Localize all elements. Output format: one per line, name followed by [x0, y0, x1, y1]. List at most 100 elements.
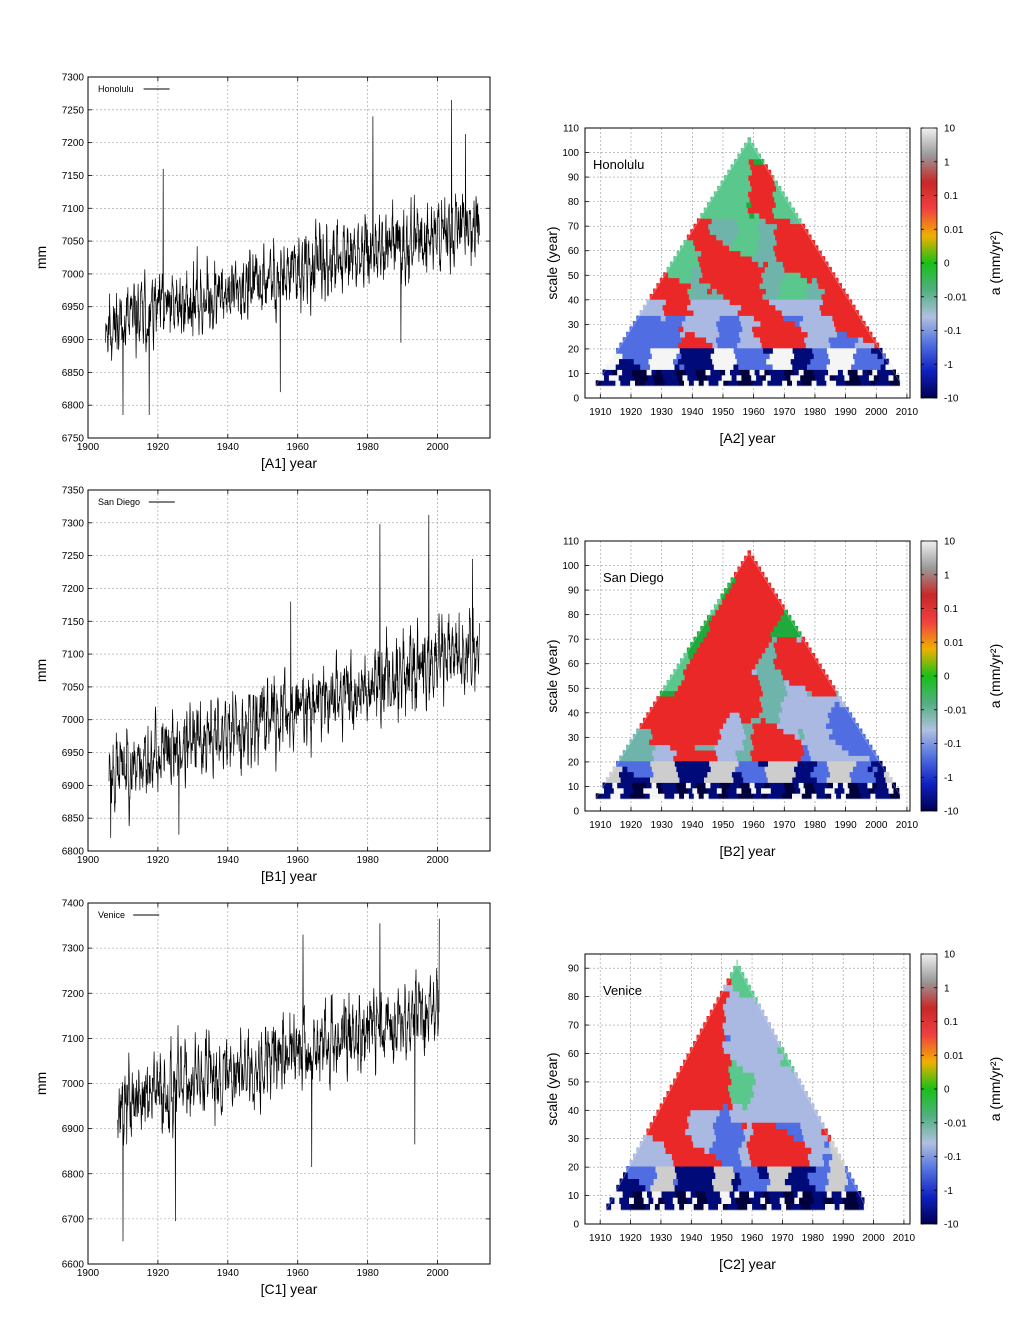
- heatmap-cell: [816, 364, 823, 370]
- heatmap-cell: [779, 250, 785, 257]
- heatmap-cell: [742, 793, 749, 800]
- heatmap-cell: [701, 717, 708, 724]
- heatmap-cell: [812, 331, 818, 338]
- heatmap-cell: [734, 744, 740, 751]
- heatmap-cell: [752, 1003, 758, 1011]
- heatmap-cell: [637, 1172, 643, 1179]
- heatmap-cell: [688, 1141, 694, 1148]
- heatmap-cell: [761, 771, 767, 778]
- heatmap-cell: [728, 277, 734, 284]
- heatmap-cell: [734, 712, 740, 719]
- heatmap-cell: [745, 997, 751, 1004]
- heatmap-cell: [759, 593, 766, 600]
- heatmap-cell: [652, 717, 659, 724]
- heatmap-cell: [780, 1078, 786, 1086]
- heatmap-cell: [756, 1022, 762, 1029]
- heatmap-cell: [847, 1197, 853, 1204]
- heatmap-cell: [610, 364, 617, 370]
- heatmap-cell: [853, 733, 859, 740]
- heatmap-cell: [780, 358, 787, 365]
- heatmap-cell: [747, 239, 753, 246]
- heatmap-cell: [746, 288, 752, 295]
- heatmap-cell: [711, 631, 717, 638]
- heatmap-cell: [816, 293, 822, 300]
- heatmap-cell: [743, 571, 750, 578]
- heatmap-cell: [666, 266, 672, 273]
- x-tick-label: 1910: [589, 820, 612, 831]
- heatmap-cell: [831, 760, 838, 767]
- x-tick-label: 1990: [832, 1233, 855, 1244]
- heatmap-cell: [770, 647, 776, 654]
- heatmap-cell: [705, 679, 712, 686]
- heatmap-cell: [731, 288, 737, 295]
- heatmap-cell: [757, 191, 764, 198]
- heatmap-cell: [867, 353, 873, 360]
- heatmap-cell: [783, 1053, 788, 1061]
- heatmap-cell: [791, 256, 797, 262]
- heatmap-cell: [718, 604, 724, 611]
- heatmap-cell: [754, 593, 761, 600]
- plot-frame: [87, 489, 491, 852]
- heatmap-cell: [864, 739, 869, 746]
- heatmap-cell: [751, 169, 758, 176]
- heatmap-cell: [617, 782, 623, 789]
- heatmap-cell: [632, 353, 638, 360]
- heatmap-cell: [793, 642, 799, 648]
- heatmap-cell: [682, 1116, 688, 1123]
- heatmap-cell: [720, 369, 726, 376]
- heatmap-cell: [644, 310, 650, 316]
- heatmap-cell: [712, 272, 718, 279]
- heatmap-cell: [743, 744, 750, 751]
- heatmap-cell: [833, 696, 839, 702]
- heatmap-cell: [729, 331, 735, 338]
- heatmap-cell: [691, 337, 697, 343]
- heatmap-cell: [765, 218, 771, 225]
- heatmap-cell: [796, 1147, 802, 1154]
- heatmap-cell: [681, 353, 687, 360]
- heatmap-cell: [841, 760, 847, 767]
- heatmap-cell: [750, 1078, 757, 1086]
- heatmap-cell: [806, 706, 812, 713]
- heatmap-cell: [830, 685, 836, 692]
- heatmap-cell: [623, 1172, 629, 1179]
- heatmap-cell: [606, 1203, 612, 1211]
- heatmap-cell: [868, 750, 874, 756]
- heatmap-cell: [641, 782, 647, 789]
- heatmap-cell: [815, 326, 822, 333]
- heatmap-cell: [674, 1184, 680, 1192]
- heatmap-cell: [630, 347, 636, 354]
- heatmap-cell: [811, 293, 817, 300]
- heatmap-cell: [754, 353, 761, 360]
- heatmap-cell: [780, 647, 786, 654]
- heatmap-cell: [702, 272, 708, 279]
- heatmap-cell: [696, 663, 702, 670]
- heatmap-cell: [774, 593, 778, 600]
- heatmap-cell: [805, 787, 811, 794]
- heatmap-cell: [862, 353, 869, 360]
- heatmap-cell: [691, 266, 697, 273]
- colorbar-label: -0.1: [944, 326, 962, 337]
- heatmap-cell: [703, 1084, 710, 1092]
- heatmap-cell: [705, 283, 711, 289]
- heatmap-cell: [722, 669, 728, 675]
- heatmap-cell: [803, 229, 809, 235]
- heatmap-cell: [655, 728, 662, 735]
- heatmap-cell: [853, 353, 859, 360]
- heatmap-cell: [815, 739, 822, 746]
- heatmap-cell: [777, 760, 784, 767]
- heatmap-cell: [700, 696, 706, 702]
- heatmap-cell: [799, 353, 805, 360]
- heatmap-cell: [698, 223, 704, 230]
- heatmap-cell: [684, 1066, 690, 1073]
- heatmap-cell: [712, 1122, 719, 1129]
- heatmap-cell: [729, 212, 735, 219]
- heatmap-cell: [711, 1116, 717, 1123]
- heatmap-cell: [707, 1041, 713, 1048]
- heatmap-cell: [695, 1128, 701, 1136]
- heatmap-cell: [816, 706, 822, 713]
- heatmap-cell: [718, 1184, 724, 1192]
- heatmap-cell: [824, 1159, 830, 1167]
- heatmap-cell: [706, 1034, 712, 1042]
- x-tick-label: 1970: [773, 820, 796, 831]
- heatmap-cell: [696, 1153, 702, 1161]
